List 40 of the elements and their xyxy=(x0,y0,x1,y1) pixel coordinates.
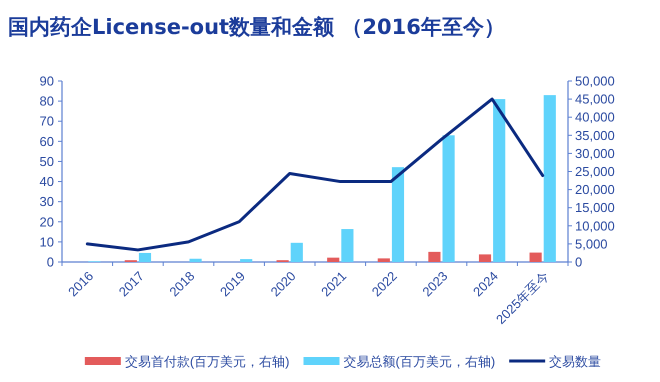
y2-tick-label: 35,000 xyxy=(575,128,615,143)
y-tick-label: 40 xyxy=(40,174,54,190)
bar xyxy=(544,95,556,262)
y2-tick-label: 15,000 xyxy=(575,200,615,216)
y2-tick-label: 50,000 xyxy=(575,74,615,88)
y2-tick-label: 20,000 xyxy=(575,182,615,198)
bar xyxy=(428,252,440,262)
y-tick-label: 90 xyxy=(40,74,54,88)
bar xyxy=(138,252,152,262)
legend-label: 交易数量 xyxy=(549,354,602,369)
y-tick-label: 50 xyxy=(40,154,54,169)
y-tick-label: 0 xyxy=(46,254,54,270)
legend-label: 交易总额(百万美元，右轴) xyxy=(344,354,496,369)
y2-tick-label: 40,000 xyxy=(575,110,615,125)
bar xyxy=(341,229,354,262)
legend-label: 交易首付款(百万美元，右轴) xyxy=(124,354,290,369)
y2-tick-label: 25,000 xyxy=(575,164,615,179)
bar xyxy=(378,258,390,262)
y2-tick-label: 10,000 xyxy=(575,218,615,234)
bar xyxy=(442,135,455,262)
y-tick-label: 10 xyxy=(40,234,54,250)
y-tick-label: 80 xyxy=(40,94,54,109)
bar xyxy=(530,252,542,262)
y-tick-label: 60 xyxy=(40,134,54,149)
y2-tick-label: 30,000 xyxy=(575,146,615,161)
y-tick-label: 70 xyxy=(40,114,54,129)
y2-tick-label: 5,000 xyxy=(575,236,608,252)
y2-tick-label: 45,000 xyxy=(575,92,615,107)
y2-tick-label: 0 xyxy=(575,254,582,270)
line-series xyxy=(86,98,544,252)
bar xyxy=(392,167,404,262)
bar xyxy=(190,258,202,262)
bar xyxy=(493,99,506,262)
y-tick-label: 20 xyxy=(40,214,54,230)
bar xyxy=(478,254,492,262)
bar xyxy=(240,259,252,262)
chart-title: 国内药企License-out数量和金额 （2016年至今） xyxy=(8,15,505,39)
y-tick-label: 30 xyxy=(40,194,54,210)
bar xyxy=(290,242,303,262)
bar xyxy=(327,258,340,262)
